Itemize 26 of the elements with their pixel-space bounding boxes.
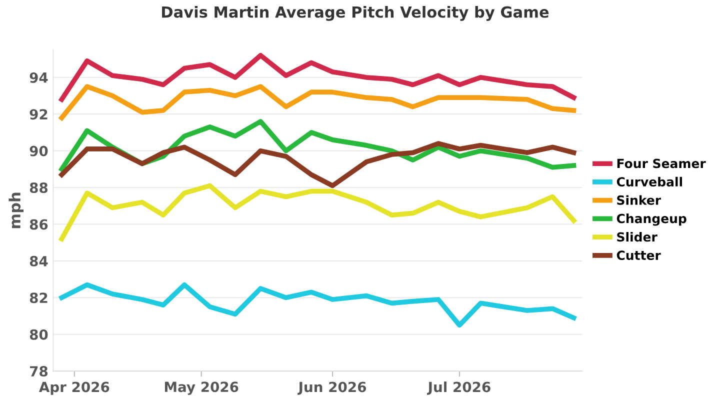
y-tick-label: 80	[30, 329, 48, 340]
x-tick-label: May 2026	[164, 382, 238, 395]
y-tick-label: 90	[30, 146, 48, 156]
y-tick-label: 78	[30, 366, 48, 377]
line-series	[59, 183, 576, 242]
legend-label: Changeup	[616, 214, 686, 226]
y-tick-label: 94	[30, 72, 48, 83]
line-series	[59, 52, 576, 102]
legend-label: Four Seamer	[617, 158, 706, 168]
y-axis-title: mph	[8, 192, 24, 228]
x-tick-label: Jul 2026	[427, 381, 490, 395]
y-tick-label: 92	[30, 109, 48, 120]
line-series	[59, 282, 576, 328]
y-tick-label: 86	[30, 219, 48, 230]
y-tick-label: 82	[30, 292, 48, 304]
y-tick-label: 84	[30, 256, 48, 266]
y-tick-label: 88	[30, 182, 48, 194]
line-series	[59, 84, 576, 120]
chart-title: Davis Martin Average Pitch Velocity by Game	[162, 6, 549, 21]
legend-label: Sinker	[617, 195, 662, 205]
legend-label: Cutter	[616, 250, 661, 260]
x-tick-label: Jun 2026	[298, 382, 366, 395]
line-series	[59, 141, 576, 188]
legend-label: Slider	[617, 232, 658, 242]
x-tick-label: Apr 2026	[38, 382, 110, 395]
legend-label: Curveball	[616, 176, 682, 187]
